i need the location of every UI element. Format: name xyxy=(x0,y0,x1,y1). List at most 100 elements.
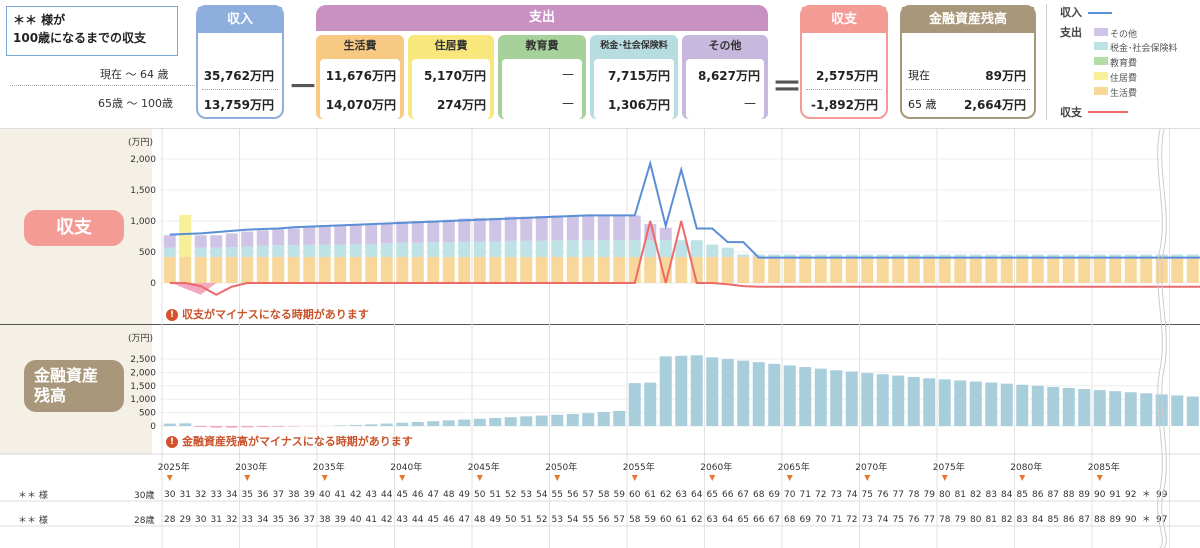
person2-age: 38 xyxy=(319,515,331,525)
assets-bar-negative xyxy=(287,426,300,427)
expense-bar-segment xyxy=(318,244,331,257)
expense-bar-segment xyxy=(396,221,409,243)
income-divider xyxy=(202,89,278,90)
person2-age: 83 xyxy=(1017,515,1028,525)
person1-age: 50 xyxy=(474,490,486,500)
year-marker-icon xyxy=(244,475,251,481)
expense-bar-segment xyxy=(241,246,254,257)
expense-bar-segment xyxy=(659,240,672,257)
balance-row1: 2,575万円 xyxy=(816,69,878,83)
assets-bar xyxy=(752,362,765,426)
person1-age: 42 xyxy=(350,490,361,500)
year-label: 2080年 xyxy=(1010,461,1042,473)
expense-bar-segment xyxy=(721,256,734,283)
person2-age: 28 xyxy=(164,515,176,525)
balance-ytick-label: 2,000 xyxy=(130,155,156,165)
person1-age: 41 xyxy=(335,490,346,500)
year-marker-icon xyxy=(321,475,328,481)
expense-bar-segment xyxy=(628,256,641,283)
negative-balance-area xyxy=(171,283,217,295)
assets-bar xyxy=(1140,393,1153,426)
assets-warning: ! 金融資産残高がマイナスになる時期があります xyxy=(166,433,413,449)
expense-bar-segment xyxy=(442,219,455,243)
expense-bar-segment xyxy=(954,254,967,257)
expense-bar-segment xyxy=(628,240,641,257)
expense-bar-segment xyxy=(938,256,951,283)
expense-bar-segment xyxy=(225,233,238,248)
legend-expense: 支出 xyxy=(1060,26,1082,39)
living-head: 生活費 xyxy=(343,39,377,52)
person2-age: 45 xyxy=(428,515,439,525)
plan-title-line1: ＊＊ 様が xyxy=(13,13,66,27)
assets-bar xyxy=(1093,390,1106,426)
plan-title-box: ＊＊ 様が 100歳になるまでの収支 xyxy=(6,6,178,56)
balance-card: 収支 2,575万円 -1,892万円 xyxy=(800,5,888,119)
person2-age: 35 xyxy=(273,515,284,525)
year-marker-icon xyxy=(941,475,948,481)
person1-age: 84 xyxy=(1001,490,1013,500)
expense-bar-segment xyxy=(969,256,982,283)
assets-bar xyxy=(396,422,409,426)
legend-swatch-education xyxy=(1094,57,1108,65)
panel-separator xyxy=(0,324,1200,325)
expense-bar-segment xyxy=(644,240,657,257)
assets-bar xyxy=(814,368,827,426)
person2-age: 53 xyxy=(552,515,563,525)
expense-bar-segment xyxy=(582,215,595,241)
person1-age: 64 xyxy=(691,490,703,500)
expense-bar-segment xyxy=(1047,254,1060,257)
wave-right-2 xyxy=(1161,129,1167,548)
person2-age: 56 xyxy=(598,515,610,525)
person2-start-age: 28歳 xyxy=(134,516,155,526)
expense-bar-segment xyxy=(752,256,765,283)
expense-head: 支出 xyxy=(316,5,768,31)
expense-bar-segment xyxy=(613,240,626,257)
income-row1: 35,762万円 xyxy=(203,69,274,83)
expense-bar-segment xyxy=(334,256,347,283)
expense-bar-segment xyxy=(163,247,176,257)
assets-bar xyxy=(876,374,889,426)
person2-age: 73 xyxy=(862,515,873,525)
expense-bar-segment xyxy=(241,256,254,283)
assets-bar xyxy=(1047,386,1060,426)
person1-age: 35 xyxy=(242,490,253,500)
person2-age: 48 xyxy=(474,515,486,525)
person2-age: 50 xyxy=(505,515,517,525)
legend-tax: 税金･社会保険料 xyxy=(1110,44,1178,54)
person1-age: 71 xyxy=(800,490,811,500)
assets-bar xyxy=(830,370,843,426)
housing-body: 5,170万円 274万円 xyxy=(412,59,490,119)
expense-bar-segment xyxy=(597,215,610,241)
assets-bar xyxy=(551,414,564,426)
other-body: 8,627万円 — xyxy=(686,59,764,119)
year-label: 2050年 xyxy=(545,461,577,473)
income-row2: 13,759万円 xyxy=(203,98,274,112)
assets-bar xyxy=(737,360,750,426)
expense-bar-segment xyxy=(272,229,285,246)
expense-bar-segment xyxy=(473,256,486,283)
balance-ytick-label: 1,000 xyxy=(130,217,156,227)
balance-divider xyxy=(806,89,882,90)
expense-bar-segment xyxy=(1047,256,1060,283)
assets-bar xyxy=(411,421,424,426)
person1-age: 43 xyxy=(366,490,377,500)
person1-age: 57 xyxy=(583,490,594,500)
person1-age: 44 xyxy=(381,490,393,500)
balance-lines xyxy=(169,159,1200,296)
assets-bar-negative xyxy=(241,426,254,428)
expense-bar-segment xyxy=(969,254,982,257)
expense-bar-segment xyxy=(830,256,843,283)
person2-age: 77 xyxy=(924,515,935,525)
other-head: その他 xyxy=(708,39,742,52)
assets-bar xyxy=(985,382,998,426)
assets-bar xyxy=(954,380,967,426)
person2-age: 47 xyxy=(459,515,470,525)
person2-age: 71 xyxy=(831,515,842,525)
expense-bar-segment xyxy=(551,240,564,257)
balance-ytick-label: 1,500 xyxy=(130,186,156,196)
person1-age: ＊ xyxy=(1142,490,1151,500)
expense-bar-segment xyxy=(287,256,300,283)
person1-age: 59 xyxy=(614,490,626,500)
assets-bar xyxy=(380,423,393,426)
expense-bar-segment xyxy=(427,256,440,283)
